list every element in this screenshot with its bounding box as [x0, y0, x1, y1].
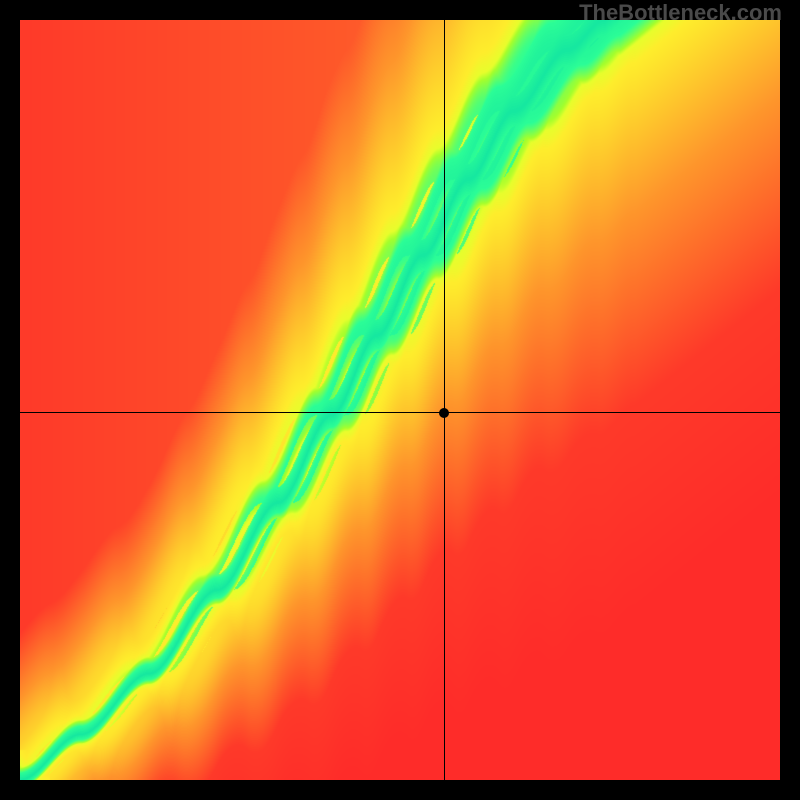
bottleneck-heatmap [20, 20, 780, 780]
crosshair-horizontal [20, 412, 780, 413]
plot-area [20, 20, 780, 780]
crosshair-vertical [444, 20, 445, 780]
watermark-text: TheBottleneck.com [579, 0, 782, 26]
crosshair-dot [439, 408, 449, 418]
